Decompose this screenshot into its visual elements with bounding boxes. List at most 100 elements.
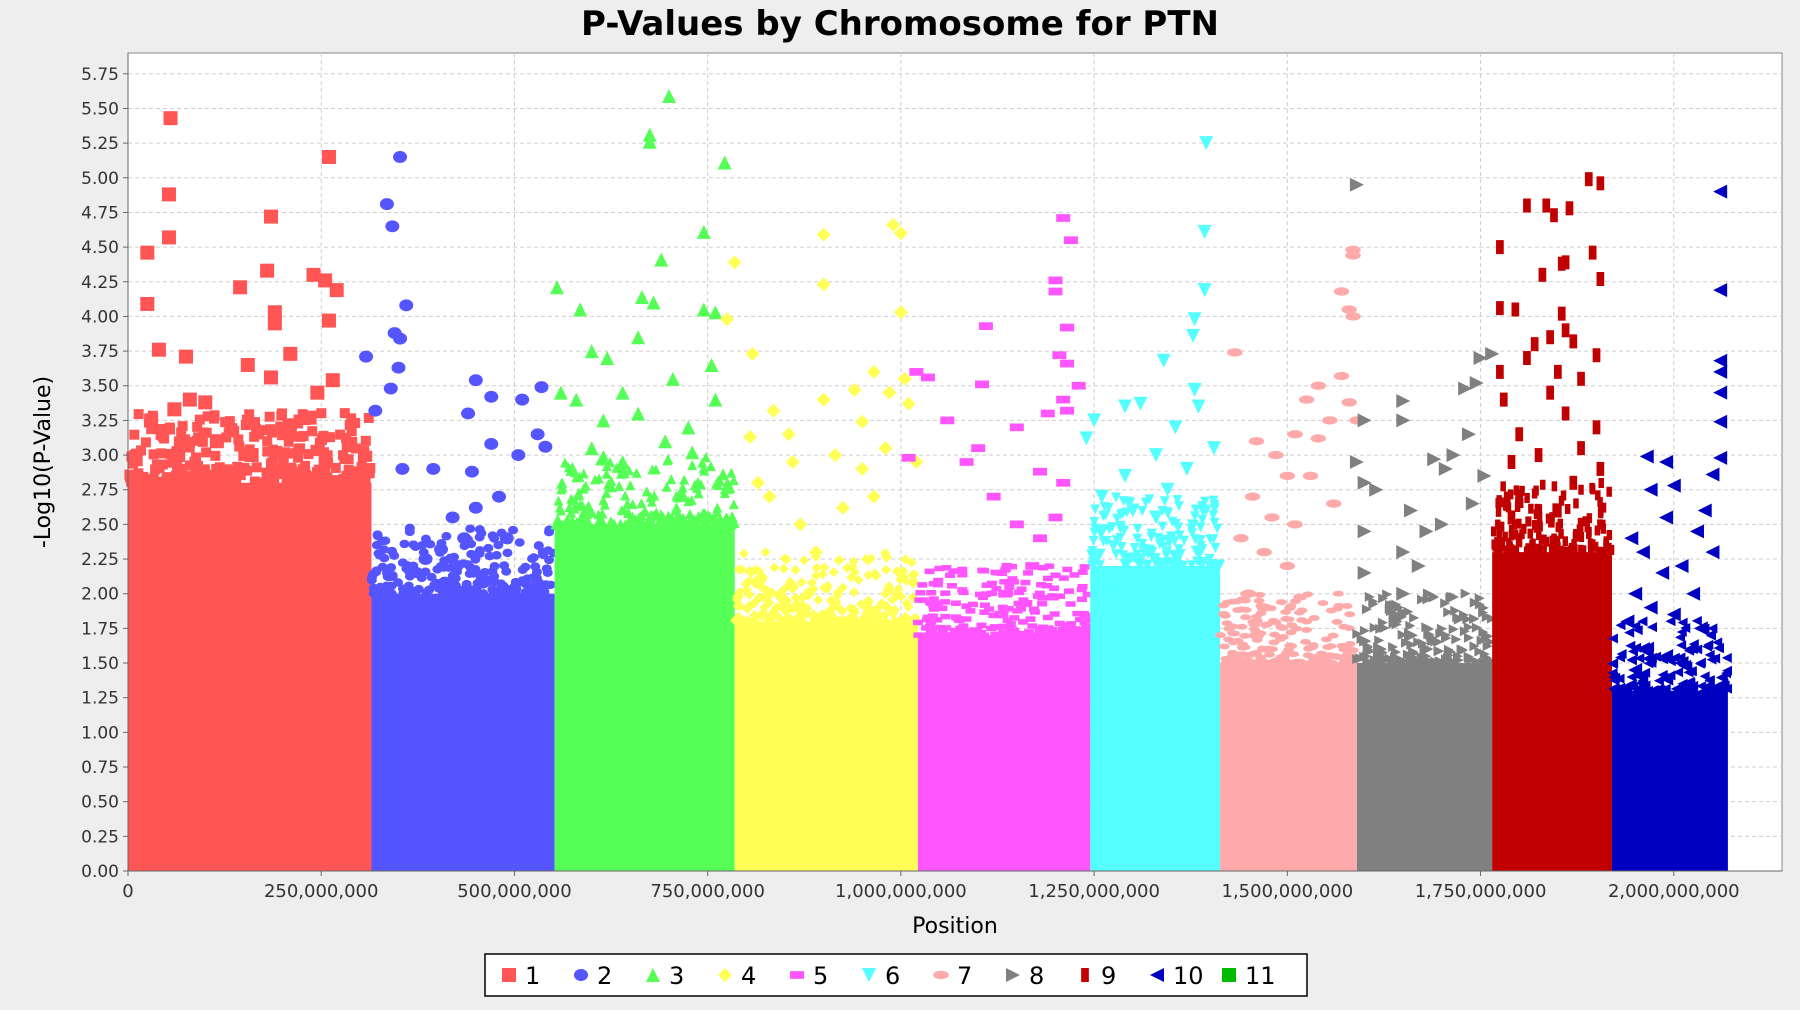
data-point [785, 602, 796, 613]
data-point [1341, 603, 1353, 610]
data-point [1278, 659, 1290, 666]
data-point [1620, 614, 1635, 629]
data-point [543, 546, 554, 555]
data-point [1042, 582, 1053, 589]
data-point [1386, 606, 1397, 617]
data-point [1357, 565, 1372, 580]
data-point [784, 616, 795, 627]
data-point [1077, 569, 1088, 576]
data-point [432, 565, 443, 574]
data-point [1235, 651, 1247, 658]
data-point [321, 149, 336, 164]
data-point [1543, 536, 1550, 547]
data-point [179, 437, 190, 448]
data-point [199, 464, 210, 475]
data-point [1209, 499, 1220, 510]
data-point [1453, 614, 1464, 625]
series-chr-5 [901, 214, 1095, 871]
data-point [517, 565, 528, 574]
data-point [553, 495, 564, 506]
data-point [1557, 518, 1564, 529]
data-point [1448, 624, 1459, 635]
data-point [998, 623, 1009, 630]
data-point [1197, 283, 1212, 298]
data-point [1561, 406, 1570, 421]
data-point [125, 472, 136, 483]
data-point [457, 532, 472, 545]
data-point [785, 579, 800, 594]
data-point [971, 444, 986, 452]
data-point [378, 588, 389, 598]
data-point [1496, 495, 1502, 506]
data-point [1007, 563, 1018, 570]
data-point [816, 392, 831, 407]
data-point [133, 409, 144, 420]
data-point [1344, 640, 1356, 647]
data-point [1036, 582, 1047, 588]
data-point [915, 590, 926, 596]
data-point [649, 490, 660, 501]
data-point [1515, 489, 1524, 504]
data-point [445, 636, 460, 649]
data-point [750, 475, 765, 490]
data-point [1521, 523, 1527, 534]
data-point [209, 413, 220, 424]
data-point [1005, 621, 1016, 627]
data-point [1264, 651, 1276, 658]
data-point [1341, 398, 1357, 407]
data-point [1423, 588, 1434, 599]
data-point [1062, 566, 1073, 573]
data-point [1433, 645, 1444, 656]
data-point [897, 371, 912, 386]
data-point [601, 487, 612, 498]
data-point [550, 519, 561, 530]
data-point [1445, 646, 1456, 657]
data-point [1349, 455, 1364, 469]
data-point [708, 392, 723, 407]
data-point [1421, 656, 1432, 667]
data-point [426, 572, 437, 582]
data-point [1003, 606, 1014, 612]
data-point [1199, 496, 1210, 507]
data-point [785, 455, 800, 469]
data-point [311, 446, 322, 457]
data-point [945, 572, 956, 579]
data-point [572, 518, 583, 529]
data-point [1240, 606, 1252, 613]
data-point [1406, 655, 1417, 666]
data-point [301, 470, 312, 481]
data-point [1463, 622, 1474, 633]
data-point [500, 585, 511, 594]
data-point [1534, 448, 1543, 463]
data-point [1197, 514, 1208, 525]
data-point [1666, 478, 1681, 493]
data-point [1056, 395, 1071, 404]
data-point [1326, 499, 1342, 508]
data-point [760, 547, 771, 558]
data-point [986, 590, 997, 597]
data-point [1287, 520, 1303, 529]
y-tick-label: 4.75 [81, 203, 119, 223]
data-point [1223, 636, 1235, 643]
data-point [884, 585, 895, 596]
data-point [1051, 631, 1062, 638]
data-point [1362, 642, 1373, 653]
data-point [903, 601, 914, 612]
data-point [1137, 538, 1148, 549]
data-point [261, 467, 272, 478]
data-point [210, 450, 221, 461]
data-point [1557, 306, 1566, 321]
y-tick-label: 5.75 [81, 65, 119, 85]
data-point [1190, 504, 1201, 515]
data-point [1625, 640, 1636, 651]
legend-marker-2 [574, 969, 588, 981]
data-point [1496, 240, 1504, 255]
data-point [277, 430, 288, 441]
data-point [491, 589, 502, 598]
data-point [1659, 510, 1674, 525]
x-tick-label: 250,000,000 [264, 881, 379, 902]
data-point [726, 467, 737, 478]
data-point [662, 88, 677, 103]
data-point [484, 390, 499, 403]
data-point [372, 530, 383, 539]
